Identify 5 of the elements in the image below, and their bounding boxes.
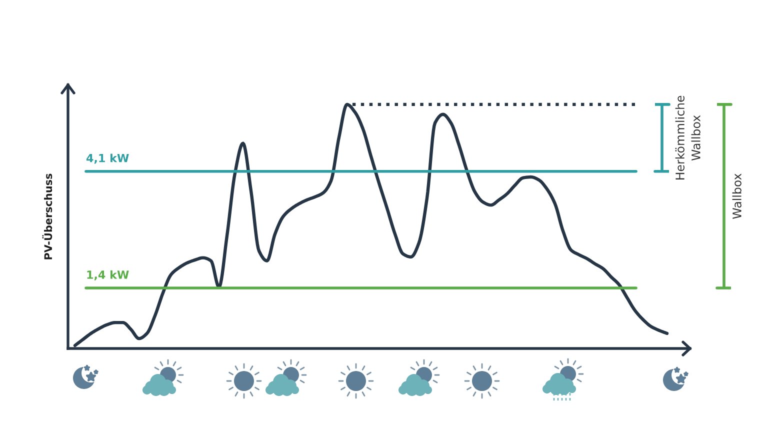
ref-line-label: 1,4 kW	[87, 270, 129, 280]
y-axis-title: PV-Überschuss	[42, 174, 52, 260]
ref-line-label: 4,1 kW	[86, 154, 129, 164]
text: Herkömmliche Wallbox	[675, 96, 700, 180]
text: Wallbox	[732, 174, 742, 219]
